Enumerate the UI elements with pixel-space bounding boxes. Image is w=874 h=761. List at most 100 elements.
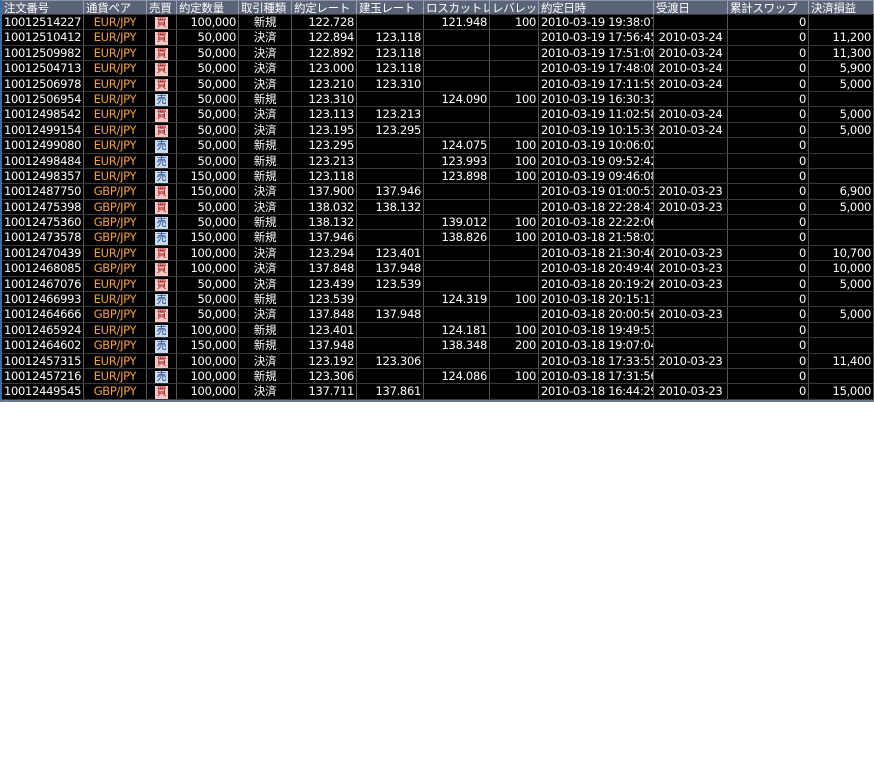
column-header-order-number[interactable]: 注文番号 bbox=[2, 1, 84, 14]
column-header-execution-rate[interactable]: 約定レート bbox=[292, 1, 357, 14]
sell-badge: 売 bbox=[155, 140, 168, 153]
cell-settlement-date: 2010-03-24 bbox=[654, 45, 728, 61]
cell-side: 買 bbox=[147, 184, 177, 199]
cell-side: 買 bbox=[147, 199, 177, 215]
cell-trade-type: 新規 bbox=[239, 322, 292, 338]
cell-quantity: 50,000 bbox=[177, 307, 239, 322]
cell-trade-type: 新規 bbox=[239, 153, 292, 168]
cell-leverage: 100 bbox=[490, 368, 539, 384]
table-row[interactable]: 10012449545 GBP/JPY 買 100,000 決済 137.711 137.8… bbox=[2, 384, 874, 400]
table-row[interactable]: 10012499154 EUR/JPY 買 50,000 決済 123.195 123.29… bbox=[2, 122, 874, 139]
table-row[interactable]: 10012470439 EUR/JPY 買 100,000 決済 123.294 123.4… bbox=[2, 245, 874, 262]
cell-losscut-rate bbox=[424, 30, 490, 45]
table-row[interactable]: 10012487750 GBP/JPY 買 150,000 決済 137.900 137.9… bbox=[2, 184, 874, 200]
cell-losscut-rate: 124.090 bbox=[424, 91, 490, 107]
column-header-losscut-rate[interactable]: ロスカットレート bbox=[424, 1, 490, 14]
column-header-position-rate[interactable]: 建玉レート bbox=[357, 1, 424, 14]
cell-leverage bbox=[490, 45, 539, 61]
table-row[interactable]: 10012499080 EUR/JPY 売 50,000 新規 123.295 124.07… bbox=[2, 138, 874, 154]
cell-currency-pair: EUR/JPY bbox=[84, 76, 147, 91]
column-header-settlement-pl[interactable]: 決済損益 bbox=[809, 1, 874, 14]
table-row[interactable]: 10012466993 EUR/JPY 売 50,000 新規 123.539 124.31… bbox=[2, 292, 874, 308]
cell-position-rate: 123.306 bbox=[357, 353, 424, 368]
cell-cumulative-swap: 0 bbox=[728, 76, 809, 91]
cell-position-rate bbox=[357, 153, 424, 168]
table-row[interactable]: 10012464666 GBP/JPY 買 50,000 決済 137.848 137.94… bbox=[2, 307, 874, 323]
cell-side: 買 bbox=[147, 30, 177, 45]
cell-quantity: 50,000 bbox=[177, 30, 239, 45]
cell-trade-type: 新規 bbox=[239, 215, 292, 230]
cell-execution-datetime: 2010-03-18 19:49:51 bbox=[541, 322, 654, 338]
cell-side: 買 bbox=[147, 245, 177, 261]
cell-position-rate: 123.401 bbox=[357, 245, 424, 261]
cell-order-number: 10012499080 bbox=[2, 138, 84, 153]
cell-side: 買 bbox=[147, 307, 177, 322]
cell-execution-rate: 123.213 bbox=[292, 153, 357, 168]
cell-execution-rate: 123.113 bbox=[292, 107, 357, 122]
cell-execution-datetime: 2010-03-19 09:46:08 bbox=[541, 168, 654, 184]
table-row[interactable]: 10012506954 EUR/JPY 売 50,000 新規 123.310 124.09… bbox=[2, 91, 874, 108]
table-row[interactable]: 10012498357 EUR/JPY 売 150,000 新規 123.118 123.8… bbox=[2, 168, 874, 185]
cell-execution-rate: 123.295 bbox=[292, 138, 357, 153]
table-row[interactable]: 10012498484 EUR/JPY 売 50,000 新規 123.213 123.99… bbox=[2, 153, 874, 169]
table-row[interactable]: 10012464602 GBP/JPY 売 150,000 新規 137.948 138.3… bbox=[2, 338, 874, 354]
cell-position-rate: 123.118 bbox=[357, 61, 424, 76]
column-header-side[interactable]: 売買 bbox=[147, 1, 177, 14]
table-row[interactable]: 10012468085 GBP/JPY 買 100,000 決済 137.848 137.9… bbox=[2, 261, 874, 277]
cell-leverage bbox=[490, 384, 539, 399]
cell-quantity: 150,000 bbox=[177, 338, 239, 353]
cell-losscut-rate: 124.319 bbox=[424, 292, 490, 307]
cell-position-rate: 123.118 bbox=[357, 45, 424, 61]
cell-trade-type: 決済 bbox=[239, 45, 292, 61]
cell-cumulative-swap: 0 bbox=[728, 138, 809, 153]
column-header-settlement-date[interactable]: 受渡日 bbox=[654, 1, 728, 14]
cell-quantity: 100,000 bbox=[177, 261, 239, 276]
column-header-cumulative-swap[interactable]: 累計スワップ bbox=[728, 1, 809, 14]
table-row[interactable]: 10012475398 GBP/JPY 買 50,000 決済 138.032 138.13… bbox=[2, 199, 874, 216]
table-row[interactable]: 10012514227 EUR/JPY 買 100,000 新規 122.728 121.9… bbox=[2, 15, 874, 31]
cell-settlement-pl: 5,900 bbox=[809, 61, 874, 76]
cell-side: 売 bbox=[147, 292, 177, 307]
column-header-currency-pair[interactable]: 通貨ペア bbox=[84, 1, 147, 14]
table-row[interactable]: 10012457216 EUR/JPY 売 100,000 新規 123.306 124.0… bbox=[2, 368, 874, 385]
cell-currency-pair: GBP/JPY bbox=[84, 184, 147, 199]
cell-quantity: 100,000 bbox=[177, 368, 239, 384]
cell-execution-rate: 137.848 bbox=[292, 307, 357, 322]
cell-settlement-date: 2010-03-23 bbox=[654, 276, 728, 292]
cell-position-rate bbox=[357, 168, 424, 184]
cell-currency-pair: EUR/JPY bbox=[84, 368, 147, 384]
table-row[interactable]: 10012509982 EUR/JPY 買 50,000 決済 122.892 123.11… bbox=[2, 45, 874, 62]
table-row[interactable]: 10012473578 GBP/JPY 売 150,000 新規 137.946 138.8… bbox=[2, 230, 874, 246]
cell-execution-datetime: 2010-03-18 19:07:04 bbox=[541, 338, 654, 353]
cell-cumulative-swap: 0 bbox=[728, 107, 809, 122]
table-row[interactable]: 10012510412 EUR/JPY 買 50,000 決済 122.894 123.11… bbox=[2, 30, 874, 46]
cell-quantity: 50,000 bbox=[177, 107, 239, 122]
column-header-quantity[interactable]: 約定数量 bbox=[177, 1, 239, 14]
table-row[interactable]: 10012457315 EUR/JPY 買 100,000 決済 123.192 123.3… bbox=[2, 353, 874, 369]
table-row[interactable]: 10012467076 EUR/JPY 買 50,000 決済 123.439 123.53… bbox=[2, 276, 874, 293]
cell-leverage: 100 bbox=[490, 322, 539, 338]
cell-settlement-pl: 5,000 bbox=[809, 276, 874, 292]
table-row[interactable]: 10012506978 EUR/JPY 買 50,000 決済 123.210 123.31… bbox=[2, 76, 874, 92]
sell-badge: 売 bbox=[155, 324, 168, 338]
table-row[interactable]: 10012498542 EUR/JPY 買 50,000 決済 123.113 123.21… bbox=[2, 107, 874, 123]
cell-execution-datetime: 2010-03-19 10:06:02 bbox=[541, 138, 654, 153]
cell-order-number: 10012465924 bbox=[2, 322, 84, 338]
cell-quantity: 50,000 bbox=[177, 199, 239, 215]
column-header-execution-datetime[interactable]: 約定日時 bbox=[539, 1, 654, 14]
table-row[interactable]: 10012475360 GBP/JPY 売 50,000 新規 138.132 139.01… bbox=[2, 215, 874, 231]
buy-badge: 買 bbox=[155, 386, 168, 399]
cell-settlement-pl: 5,000 bbox=[809, 122, 874, 138]
column-header-leverage[interactable]: レバレッジ bbox=[490, 1, 539, 14]
cell-order-number: 10012457216 bbox=[2, 368, 84, 384]
cell-leverage bbox=[490, 353, 539, 368]
table-row[interactable]: 10012504713 EUR/JPY 買 50,000 決済 123.000 123.11… bbox=[2, 61, 874, 77]
cell-execution-rate: 122.728 bbox=[292, 15, 357, 30]
cell-trade-type: 決済 bbox=[239, 276, 292, 292]
cell-currency-pair: EUR/JPY bbox=[84, 61, 147, 76]
cell-quantity: 50,000 bbox=[177, 276, 239, 292]
cell-losscut-rate: 138.348 bbox=[424, 338, 490, 353]
table-row[interactable]: 10012465924 EUR/JPY 売 100,000 新規 123.401 124.1… bbox=[2, 322, 874, 339]
cell-settlement-pl bbox=[809, 368, 874, 384]
column-header-trade-type[interactable]: 取引種類 bbox=[239, 1, 292, 14]
